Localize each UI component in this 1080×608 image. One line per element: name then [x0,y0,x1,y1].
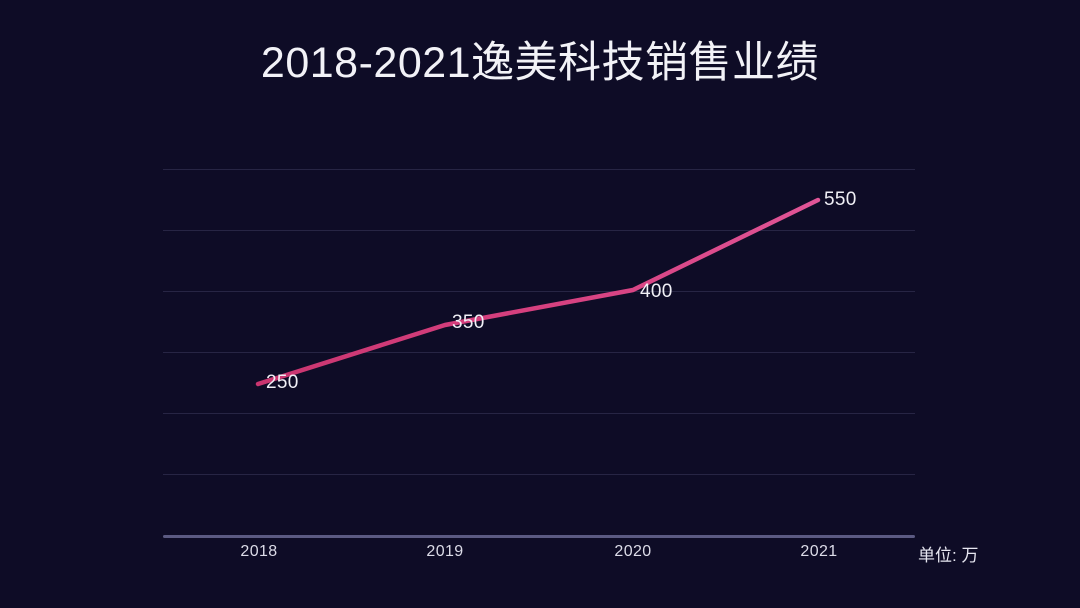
data-label-2018: 250 [266,372,299,393]
chart-plot-area [163,160,915,545]
gridline [163,413,915,414]
x-axis-line [163,535,915,538]
gridline [163,169,915,170]
x-tick-2021: 2021 [800,543,838,560]
data-label-2019: 350 [452,312,485,333]
unit-label: 单位: 万 [918,546,979,565]
data-label-2021: 550 [824,189,857,210]
x-tick-2019: 2019 [426,543,464,560]
gridline [163,291,915,292]
gridline [163,230,915,231]
x-tick-2020: 2020 [614,543,652,560]
gridline [163,474,915,475]
x-tick-2018: 2018 [240,543,278,560]
page-title: 2018-2021逸美科技销售业绩 [260,39,820,87]
data-label-2020: 400 [640,281,673,302]
gridline [163,352,915,353]
